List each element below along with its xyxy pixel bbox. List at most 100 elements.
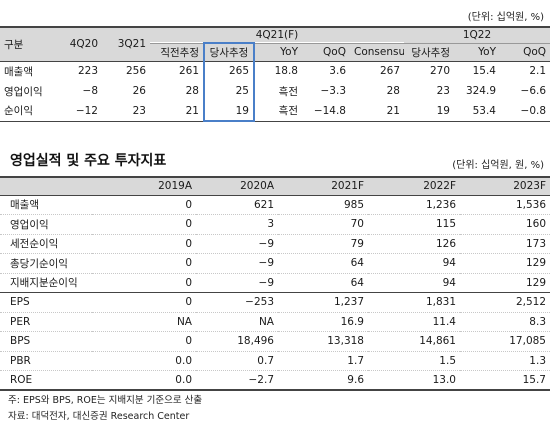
t2-row: 총당기순이익 0 −9 64 94 129 — [0, 254, 550, 273]
t2-cell: 621 — [253, 198, 274, 211]
t1-row: 매출액 223 256 261 265 18.8 3.6 267 270 15.4 2.1 — [0, 61, 550, 81]
t2-cell: 985 — [343, 198, 364, 211]
t1-cell: 28 — [185, 85, 199, 97]
t2-cell: −9 — [258, 237, 274, 250]
t1-row-label: 영업이익 — [4, 85, 43, 98]
t1-cell: −12 — [75, 104, 98, 117]
t2-head-label — [0, 177, 92, 195]
t1-head-label: 구분 — [4, 38, 24, 51]
t1-head-1q22: 1Q22 — [404, 27, 550, 44]
t1-head-4q21f: 4Q21(F) — [150, 27, 404, 44]
t1-cell: −0.8 — [520, 104, 547, 117]
t2-cell: 0.0 — [175, 354, 192, 367]
t2-cell: 115 — [435, 218, 456, 231]
t1-cell: −3.3 — [320, 85, 347, 97]
t2-row: 매출액 0 621 985 1,236 1,536 — [0, 195, 550, 215]
t1-head-consensus: Consensus — [354, 46, 404, 58]
t2-cell: 15.7 — [522, 374, 546, 386]
t1-head-3q21: 3Q21 — [117, 38, 146, 51]
t2-cell: 64 — [350, 257, 364, 270]
t1-cell: 324.9 — [465, 85, 496, 97]
t1-cell: 261 — [178, 65, 199, 78]
t2-cell: 1,831 — [425, 296, 456, 309]
t1-cell: 15.4 — [472, 65, 496, 78]
t1-cell: 18.8 — [274, 65, 298, 78]
t2-row: 영업이익 0 3 70 115 160 — [0, 215, 550, 234]
t1-head-prev: 직전추정 — [160, 46, 199, 59]
t2-cell: −253 — [245, 296, 274, 309]
t2-row-label: 영업이익 — [10, 218, 49, 231]
quarterly-table: 구분 4Q20 3Q21 4Q21(F) 1Q22 직전추정 당사추정 YoY … — [0, 26, 550, 122]
source: 자료: 대덕전자, 대신증권 Research Center — [8, 411, 190, 422]
t2-cell: 129 — [525, 276, 546, 289]
t1-cell: 3.6 — [329, 65, 346, 78]
t2-row-label: PER — [10, 315, 31, 328]
t2-cell: 1,536 — [515, 198, 546, 211]
t2-cell: 0 — [185, 276, 192, 289]
t2-row-label: 지배지분순이익 — [10, 277, 78, 290]
t2-cell: 70 — [350, 218, 364, 231]
t2-row-label: BPS — [10, 335, 31, 348]
t2-cell: 1.3 — [529, 354, 546, 367]
t2-head-2021f: 2021F — [331, 180, 364, 193]
t2-cell: 0.0 — [175, 374, 192, 386]
t1-cell: 265 — [203, 61, 255, 81]
t2-row: ROE 0.0 −2.7 9.6 13.0 15.7 — [0, 371, 550, 390]
t2-row-label: ROE — [10, 374, 33, 386]
t1-head-4q20: 4Q20 — [69, 38, 98, 51]
t2-cell: 94 — [442, 276, 456, 289]
t1-cell: 28 — [386, 85, 400, 97]
t1-cell: 19 — [436, 104, 450, 117]
t1-cell: −14.8 — [313, 104, 346, 117]
t2-cell: −9 — [258, 257, 274, 270]
t2-cell: 94 — [442, 257, 456, 270]
t2-cell: 0 — [185, 237, 192, 250]
t2-cell: 9.6 — [347, 374, 364, 386]
t1-row: 순이익 −12 23 21 19 흑전 −14.8 21 19 53.4 −0.8 — [0, 101, 550, 122]
t2-cell: 0.7 — [257, 354, 274, 367]
t2-cell: 13,318 — [327, 335, 364, 348]
t2-cell: −9 — [258, 276, 274, 289]
t2-cell: 173 — [525, 237, 546, 250]
t2-cell: 1,237 — [333, 296, 364, 309]
t2-cell: NA — [176, 315, 192, 328]
t1-head-qoq2: QoQ — [523, 46, 547, 58]
t1-head-qoq: QoQ — [323, 46, 346, 58]
table1-unit: (단위: 십억원, %) — [467, 12, 544, 23]
t1-head-est: 당사추정 — [203, 42, 255, 61]
t2-cell: 0 — [185, 198, 192, 211]
t1-cell: 21 — [185, 104, 199, 117]
t2-cell: 1.5 — [439, 354, 456, 367]
section-title: 영업실적 및 주요 투자지표 — [10, 153, 167, 169]
t2-head-2022f: 2022F — [423, 180, 456, 193]
t1-head-yoy2: YoY — [478, 46, 496, 58]
t1-cell: −6.6 — [520, 85, 547, 97]
t2-cell: −2.7 — [248, 374, 275, 386]
t2-row: EPS 0 −253 1,237 1,831 2,512 — [0, 293, 550, 312]
t1-cell: 19 — [203, 101, 255, 122]
t2-head-2020a: 2020A — [240, 180, 274, 193]
t2-cell: 64 — [350, 276, 364, 289]
t1-cell: 2.1 — [529, 65, 547, 78]
t2-cell: 0 — [185, 335, 192, 348]
t2-cell: 16.9 — [340, 315, 364, 328]
t2-row: PER NA NA 16.9 11.4 8.3 — [0, 312, 550, 332]
t2-cell: 2,512 — [515, 296, 546, 309]
footnote: 주: EPS와 BPS, ROE는 지배지분 기준으로 산출 — [8, 395, 203, 406]
t1-cell: 223 — [77, 65, 98, 78]
t2-row: PBR 0.0 0.7 1.7 1.5 1.3 — [0, 351, 550, 371]
t1-row-label: 순이익 — [4, 105, 33, 118]
t2-row-label: EPS — [10, 296, 30, 309]
t1-cell: 23 — [132, 104, 146, 117]
t2-cell: 0 — [185, 296, 192, 309]
t2-cell: 18,496 — [237, 335, 274, 348]
t2-cell: 13.0 — [432, 374, 456, 386]
t2-row: 세전순이익 0 −9 79 126 173 — [0, 234, 550, 254]
t2-head-2023f: 2023F — [513, 180, 546, 193]
t2-cell: 126 — [435, 237, 456, 250]
t1-head-yoy: YoY — [280, 46, 298, 58]
t1-cell: 25 — [203, 81, 255, 101]
t1-row-label: 매출액 — [4, 65, 33, 78]
t2-cell: 14,861 — [419, 335, 456, 348]
t2-row: BPS 0 18,496 13,318 14,861 17,085 — [0, 332, 550, 351]
